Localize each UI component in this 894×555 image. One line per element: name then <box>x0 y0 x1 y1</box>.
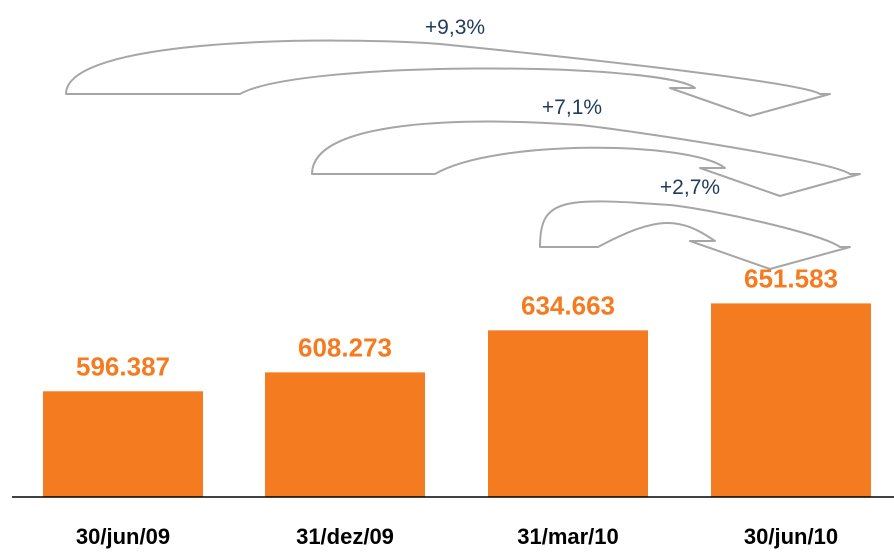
growth-arrow-2 <box>311 120 861 197</box>
data-label-3: 634.663 <box>521 290 615 320</box>
bars: 596.387 608.273 634.663 651.583 <box>43 263 871 497</box>
bar-1 <box>43 391 203 497</box>
x-tick-label-1: 30/jun/09 <box>76 524 170 549</box>
data-label-4: 651.583 <box>744 263 838 293</box>
growth-label-3: +2,7% <box>660 176 720 199</box>
growth-arrow-1 <box>65 39 831 117</box>
growth-arrow-3 <box>539 200 851 270</box>
bar-3 <box>488 330 648 497</box>
growth-label-2: +7,1% <box>542 96 602 119</box>
bar-2 <box>265 372 425 497</box>
growth-label-1: +9,3% <box>425 16 485 39</box>
bar-4 <box>711 303 871 497</box>
growth-arrows: +9,3% +7,1% +2,7% <box>65 16 861 270</box>
x-tick-label-3: 31/mar/10 <box>517 524 619 549</box>
data-label-2: 608.273 <box>298 332 392 362</box>
data-label-1: 596.387 <box>76 351 170 381</box>
x-axis-ticks: 30/jun/09 31/dez/09 31/mar/10 30/jun/10 <box>76 524 838 549</box>
x-tick-label-2: 31/dez/09 <box>296 524 394 549</box>
x-tick-label-4: 30/jun/10 <box>744 524 838 549</box>
